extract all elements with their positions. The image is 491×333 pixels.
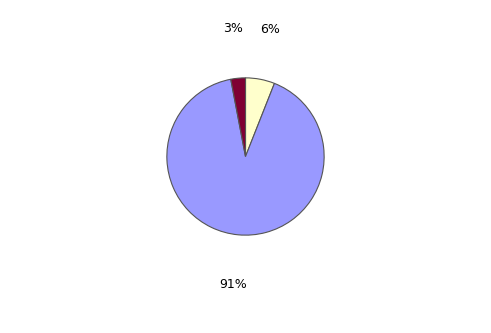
Wedge shape — [246, 78, 274, 157]
Text: 91%: 91% — [219, 278, 247, 291]
Text: 3%: 3% — [223, 22, 244, 35]
Text: 6%: 6% — [260, 23, 279, 36]
Wedge shape — [231, 78, 246, 157]
Wedge shape — [167, 79, 324, 235]
